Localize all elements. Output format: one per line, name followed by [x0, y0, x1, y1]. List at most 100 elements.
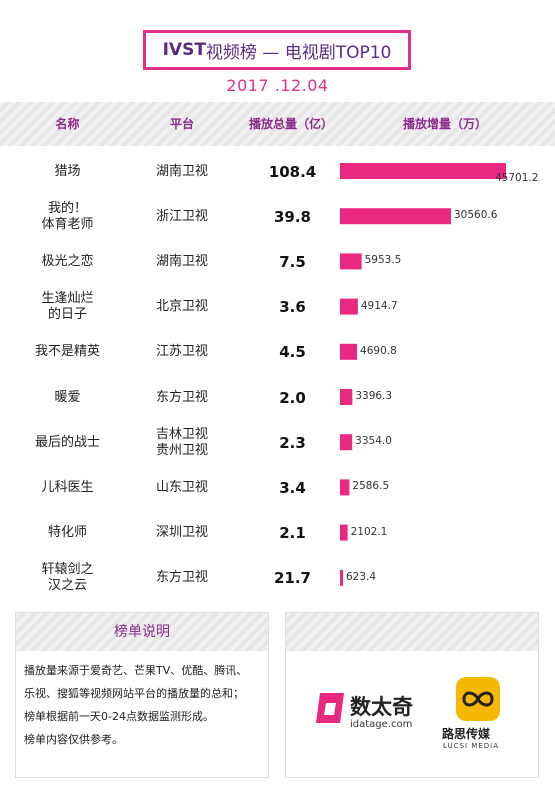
table-row: 暖爱 东方卫视 2.0 — [0, 375, 555, 420]
drama-name: 生逢灿烂 的日子 — [15, 285, 120, 330]
table-row: 我不是精英 江苏卫视 4.5 — [0, 330, 555, 375]
platform: 湖南卫视 — [136, 149, 228, 194]
platform: 浙江卫视 — [136, 194, 228, 239]
notes-line: 乐视、搜狐等视频网站平台的播放量的总和； — [24, 687, 244, 700]
drama-name: 最后的战士 — [15, 420, 120, 465]
increase-bar — [340, 389, 353, 405]
table-row: 儿科医生 山东卫视 3.4 — [0, 465, 555, 510]
increase-bar — [340, 434, 353, 451]
platform: 山东卫视 — [136, 465, 228, 510]
drama-name: 轩辕剑之 汉之云 — [15, 556, 120, 601]
drama-name-line: 我的！ — [47, 200, 87, 216]
notes-line: 播放量来源于爱奇艺、芒果TV、优酷、腾讯、 — [24, 664, 248, 677]
drama-name-line: 暖爱 — [54, 389, 81, 405]
header-total: 播放总量（亿） — [248, 117, 333, 131]
increase-label: 3354.0 — [355, 435, 392, 448]
increase-bar — [340, 524, 348, 541]
drama-name: 暖爱 — [15, 375, 120, 420]
drama-name-line: 最后的战士 — [34, 434, 100, 450]
table-row: 极光之恋 湖南卫视 7.5 — [0, 239, 555, 284]
platform: 东方卫视 — [136, 556, 228, 601]
drama-name-line: 儿科医生 — [41, 479, 94, 495]
chart-title: IVST 视频榜 — 电视剧TOP10 — [143, 30, 411, 70]
platform: 江苏卫视 — [136, 330, 228, 375]
shutaiqi-name: 数太奇 — [350, 695, 413, 719]
increase-label: 5953.5 — [364, 254, 402, 267]
platform: 东方卫视 — [136, 375, 228, 420]
increase-label: 30560.6 — [454, 209, 498, 222]
lusi-subtitle: LUCSI MEDIA — [443, 742, 500, 750]
drama-name: 我的！ 体育老师 — [15, 194, 120, 239]
total-plays: 7.5 — [279, 252, 306, 271]
platform-line: 山东卫视 — [155, 479, 208, 495]
title-brand: IVST — [162, 40, 206, 60]
title-text: 视频榜 — 电视剧TOP10 — [205, 42, 392, 63]
total-plays: 39.8 — [273, 207, 311, 226]
increase-bar — [340, 343, 358, 360]
platform-line: 浙江卫视 — [155, 208, 208, 224]
total-plays: 3.4 — [279, 478, 306, 497]
drama-name: 猎场 — [15, 149, 120, 194]
platform-line: 湖南卫视 — [155, 163, 208, 179]
ranking-date: 2017 .12.04 — [226, 76, 329, 95]
platform: 北京卫视 — [136, 285, 228, 330]
platform-line: 吉林卫视 — [155, 426, 208, 442]
drama-name-line: 猎场 — [54, 163, 81, 179]
drama-name: 极光之恋 — [15, 239, 120, 284]
increase-bar — [340, 569, 343, 586]
increase-label: 2102.1 — [350, 525, 388, 538]
table-row: 猎场 湖南卫视 108.4 — [0, 149, 555, 194]
table-row: 生逢灿烂 的日子 北京卫视 3.6 — [0, 285, 555, 330]
table-row: 特化师 深圳卫视 2.1 — [0, 511, 555, 556]
platform-line: 江苏卫视 — [155, 344, 208, 360]
total-plays: 108.4 — [268, 162, 317, 181]
increase-bar — [340, 479, 350, 496]
increase-label: 623.4 — [346, 570, 377, 583]
drama-name-line: 汉之云 — [47, 578, 87, 594]
increase-label: 4914.7 — [360, 299, 398, 312]
logos-header — [286, 613, 538, 651]
drama-name-line: 体育老师 — [41, 216, 94, 232]
total-plays: 2.0 — [279, 388, 306, 407]
drama-name-line: 极光之恋 — [41, 253, 94, 269]
increase-bar — [340, 253, 362, 270]
platform: 吉林卫视 贵州卫视 — [136, 420, 228, 465]
total-plays: 4.5 — [279, 343, 306, 362]
platform: 湖南卫视 — [136, 239, 228, 284]
platform-line: 深圳卫视 — [155, 525, 208, 541]
total-plays: 2.1 — [279, 524, 306, 543]
drama-name: 特化师 — [15, 511, 120, 556]
increase-bar — [340, 298, 358, 315]
notes-text: 播放量来源于爱奇艺、芒果TV、优酷、腾讯、 乐视、搜狐等视频网站平台的播放量的总… — [16, 651, 268, 751]
drama-name-line: 轩辕剑之 — [41, 562, 94, 578]
increase-label: 4690.8 — [360, 344, 397, 357]
header-name: 名称 — [55, 117, 80, 131]
platform-line: 北京卫视 — [155, 299, 208, 315]
total-plays: 3.6 — [279, 298, 306, 317]
table-row: 轩辕剑之 汉之云 东方卫视 21.7 — [0, 556, 555, 601]
increase-label: 2586.5 — [352, 480, 390, 493]
table-header: 名称 平台 播放总量（亿） 播放增量（万） — [0, 102, 555, 146]
drama-name-line: 的日子 — [47, 307, 87, 323]
drama-name-line: 生逢灿烂 — [41, 291, 94, 307]
header-platform: 平台 — [169, 117, 194, 131]
notes-title: 榜单说明 — [16, 613, 268, 651]
platform-line: 东方卫视 — [155, 389, 208, 405]
shutaiqi-url: idatage.com — [350, 719, 413, 730]
increase-label: 3396.3 — [355, 390, 393, 402]
shutaiqi-logo-icon — [316, 693, 344, 723]
drama-name-line: 特化师 — [47, 525, 87, 541]
total-plays: 2.3 — [279, 433, 306, 452]
lusi-name: 路思传媒 — [442, 727, 491, 741]
header-increase: 播放增量（万） — [402, 117, 487, 131]
increase-bar — [340, 208, 452, 225]
notes-line: 榜单内容仅供参考。 — [24, 733, 123, 746]
platform-line: 贵州卫视 — [155, 442, 208, 458]
drama-name: 我不是精英 — [15, 330, 120, 375]
table-row: 最后的战士 吉林卫视 贵州卫视 2.3 — [0, 420, 555, 465]
increase-label: 45701.2 — [495, 172, 539, 184]
lusi-logo-icon — [456, 677, 500, 721]
platform-line: 东方卫视 — [155, 570, 208, 586]
drama-name-line: 我不是精英 — [34, 344, 100, 360]
